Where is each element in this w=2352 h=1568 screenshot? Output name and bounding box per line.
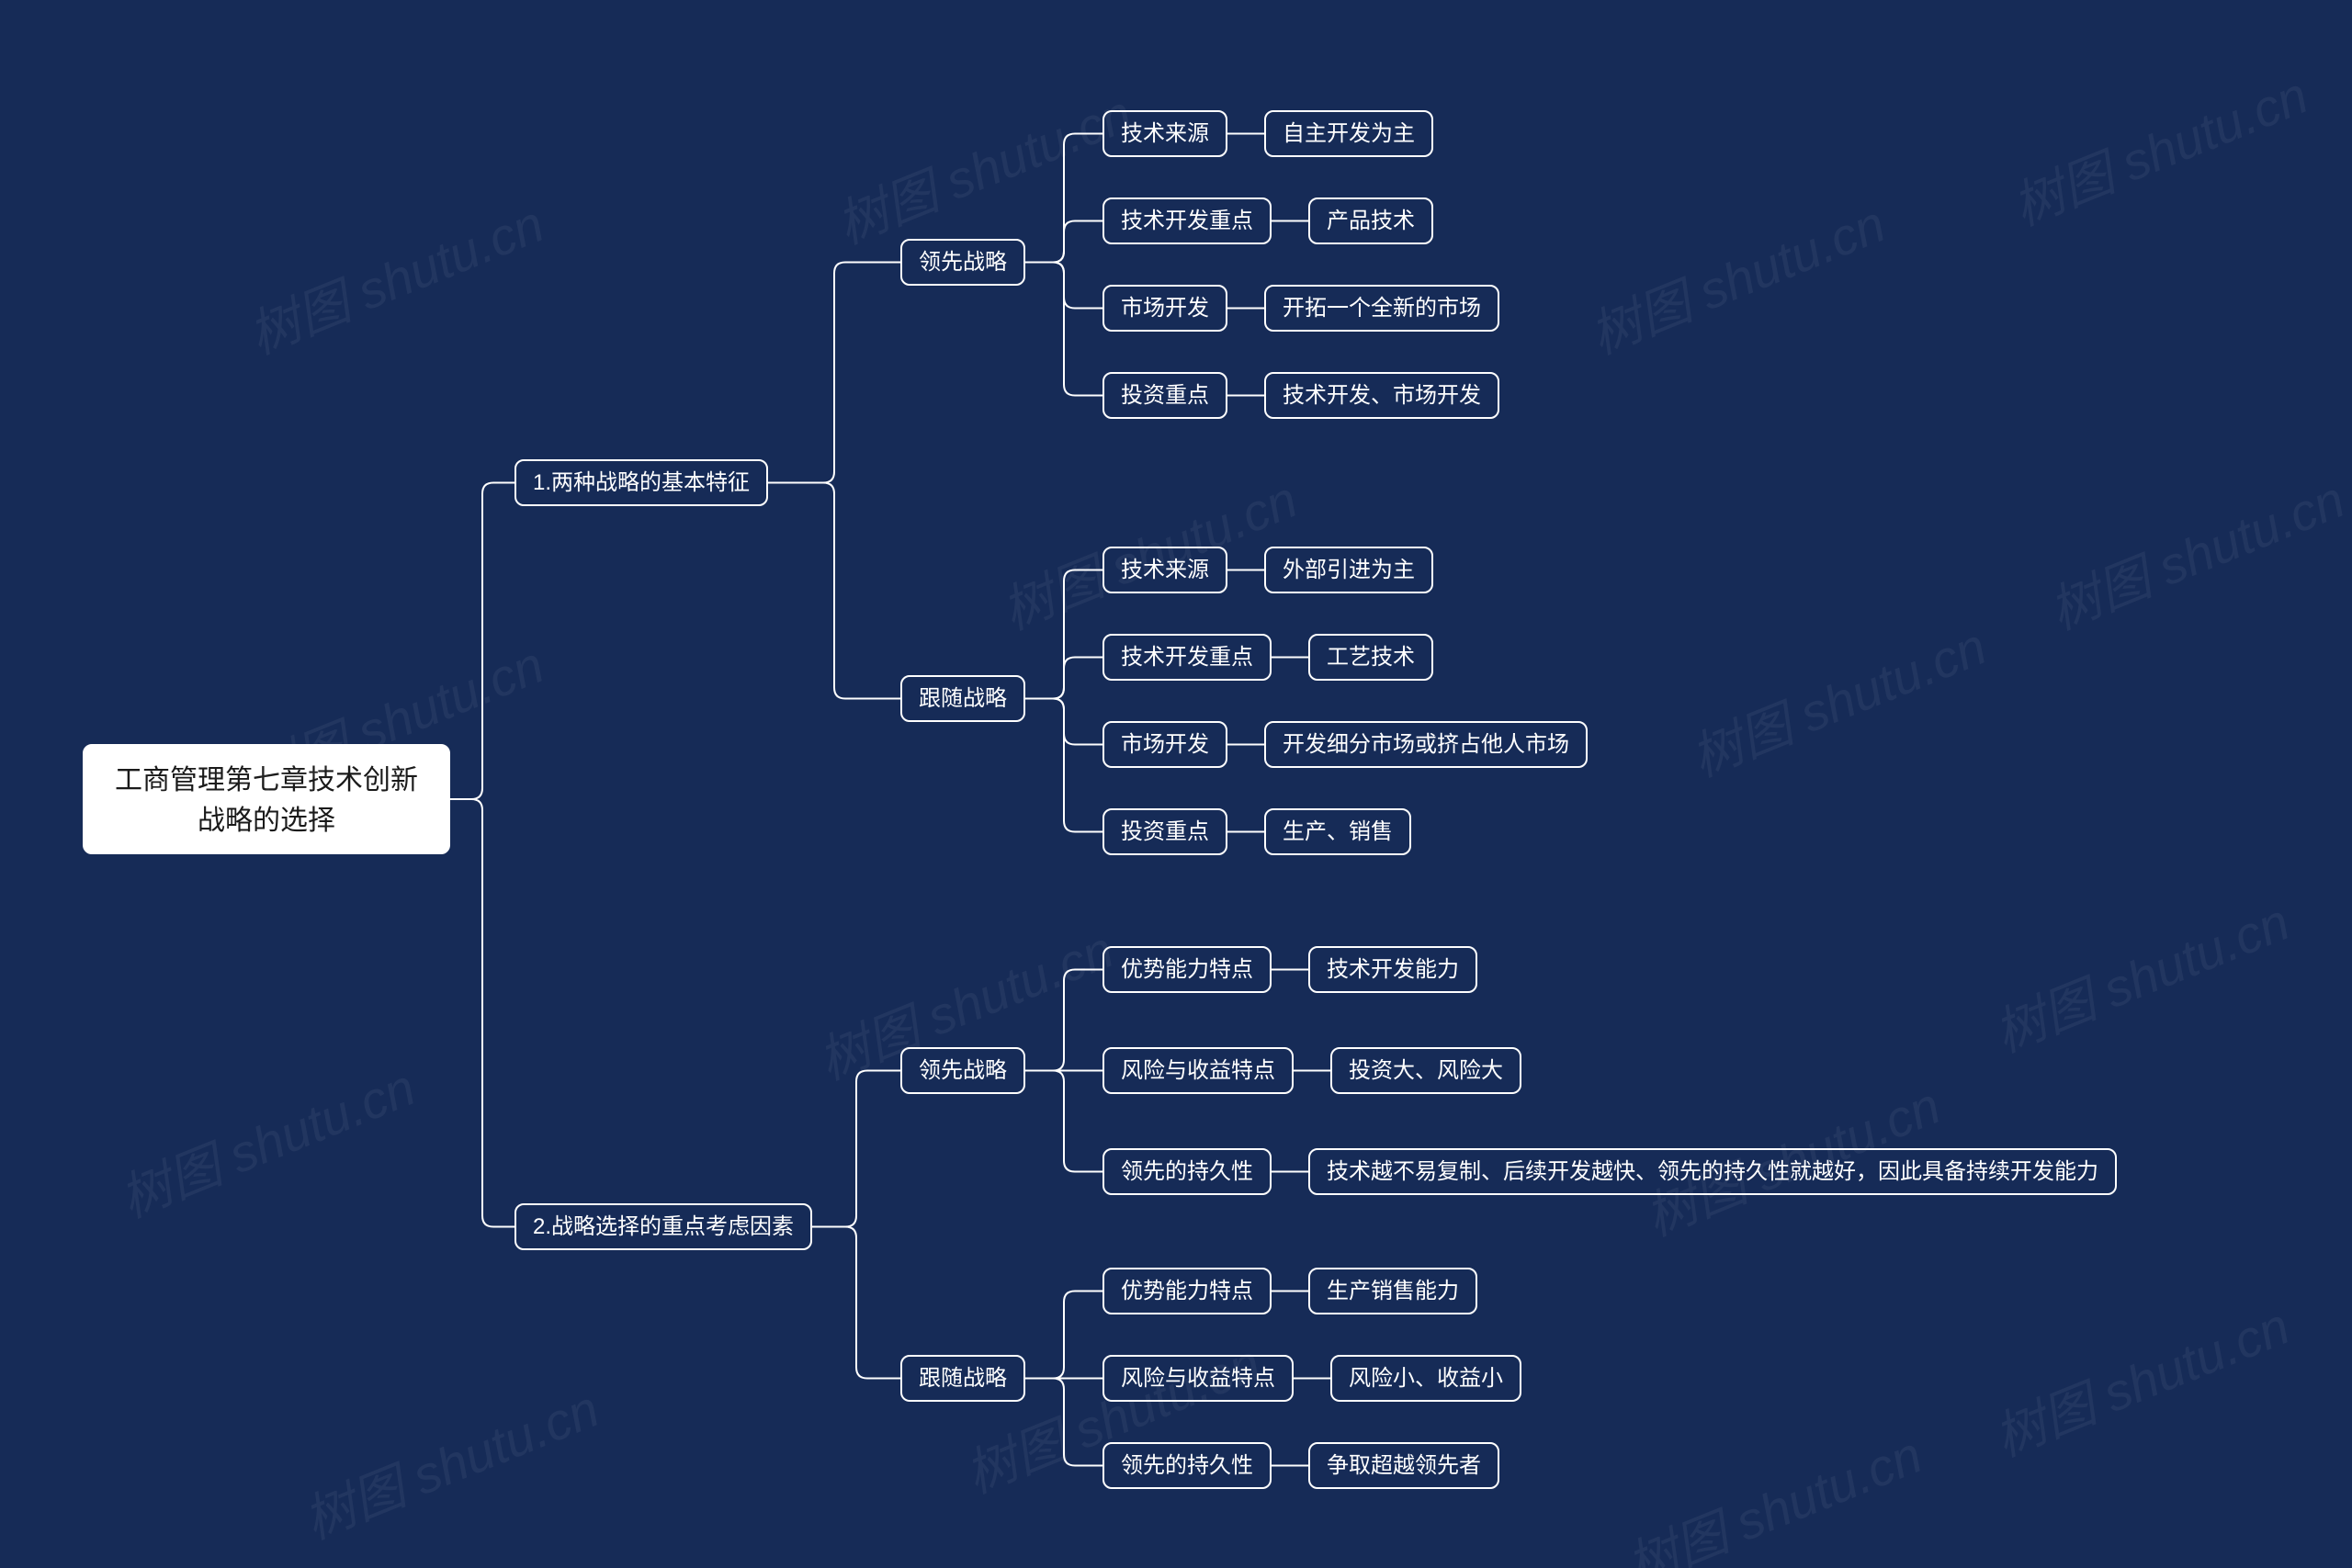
leaf-node: 产品技术 <box>1308 197 1433 244</box>
branch-node-l3: 技术来源 <box>1102 547 1227 593</box>
watermark: 树图 shutu.cn <box>824 73 1141 258</box>
watermark: 树图 shutu.cn <box>2037 458 2352 644</box>
watermark: 树图 shutu.cn <box>1982 1285 2299 1471</box>
leaf-node: 技术越不易复制、后续开发越快、领先的持久性就越好，因此具备持续开发能力 <box>1308 1148 2117 1195</box>
branch-node-l3: 优势能力特点 <box>1102 946 1272 993</box>
leaf-node: 开拓一个全新的市场 <box>1264 285 1499 332</box>
branch-node-l3: 领先的持久性 <box>1102 1148 1272 1195</box>
leaf-node: 开发细分市场或挤占他人市场 <box>1264 721 1588 768</box>
leaf-node: 生产、销售 <box>1264 808 1411 855</box>
watermark: 树图 shutu.cn <box>291 1368 608 1553</box>
leaf-node: 外部引进为主 <box>1264 547 1433 593</box>
mindmap-canvas: 工商管理第七章技术创新战略的选择 1.两种战略的基本特征 2.战略选择的重点考虑因素… <box>0 0 2352 1568</box>
watermark: 树图 shutu.cn <box>107 1046 424 1232</box>
branch-node-l3: 市场开发 <box>1102 721 1227 768</box>
leaf-node: 投资大、风险大 <box>1330 1047 1521 1094</box>
leaf-node: 技术开发、市场开发 <box>1264 372 1499 419</box>
watermark: 树图 shutu.cn <box>1577 183 1894 368</box>
leaf-node: 风险小、收益小 <box>1330 1355 1521 1402</box>
branch-node-l3: 技术来源 <box>1102 110 1227 157</box>
leaf-node: 工艺技术 <box>1308 634 1433 681</box>
watermark: 树图 shutu.cn <box>1679 605 1996 791</box>
root-node: 工商管理第七章技术创新战略的选择 <box>83 744 450 854</box>
watermark: 树图 shutu.cn <box>2000 54 2317 240</box>
branch-node-l3: 市场开发 <box>1102 285 1227 332</box>
branch-node-l3: 技术开发重点 <box>1102 197 1272 244</box>
leaf-node: 技术开发能力 <box>1308 946 1477 993</box>
branch-node-l3: 风险与收益特点 <box>1102 1355 1294 1402</box>
leaf-node: 自主开发为主 <box>1264 110 1433 157</box>
watermark: 树图 shutu.cn <box>1982 881 2299 1066</box>
branch-node-l2: 领先战略 <box>900 239 1025 286</box>
branch-node-l3: 优势能力特点 <box>1102 1268 1272 1314</box>
branch-node-l3: 领先的持久性 <box>1102 1442 1272 1489</box>
branch-node-l3: 风险与收益特点 <box>1102 1047 1294 1094</box>
branch-node-l3: 技术开发重点 <box>1102 634 1272 681</box>
branch-node-l2: 领先战略 <box>900 1047 1025 1094</box>
watermark: 树图 shutu.cn <box>236 183 553 368</box>
leaf-node: 生产销售能力 <box>1308 1268 1477 1314</box>
branch-node-l3: 投资重点 <box>1102 372 1227 419</box>
branch-node-l1: 1.两种战略的基本特征 <box>514 459 768 506</box>
watermark: 树图 shutu.cn <box>1614 1414 1931 1568</box>
leaf-node: 争取超越领先者 <box>1308 1442 1499 1489</box>
branch-node-l2: 跟随战略 <box>900 675 1025 722</box>
branch-node-l3: 投资重点 <box>1102 808 1227 855</box>
branch-node-l1: 2.战略选择的重点考虑因素 <box>514 1203 812 1250</box>
branch-node-l2: 跟随战略 <box>900 1355 1025 1402</box>
